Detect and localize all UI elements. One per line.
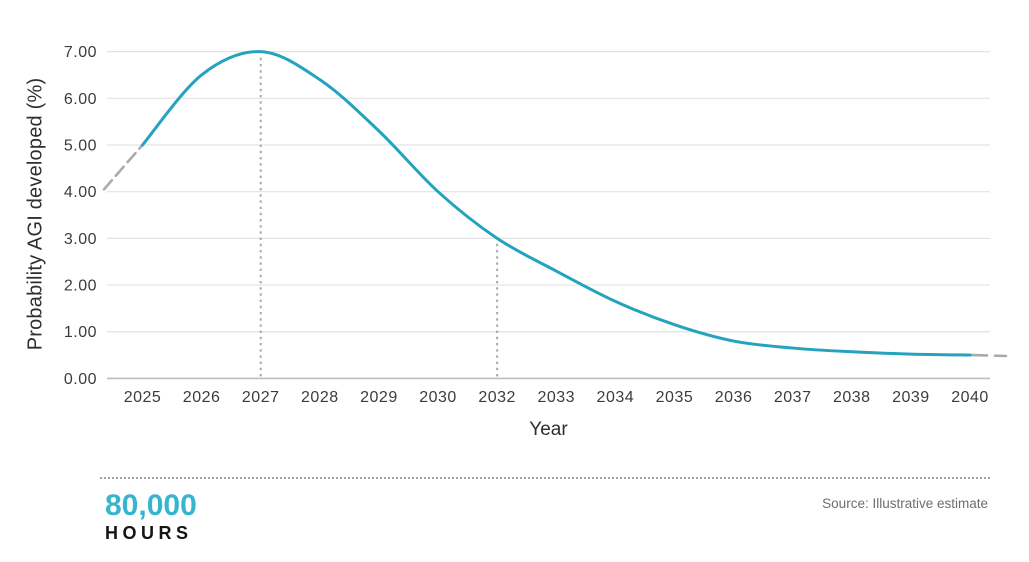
x-tick-label: 2034	[597, 389, 635, 406]
x-tick-label: 2030	[419, 389, 457, 406]
dashed-lead-in-segment	[102, 143, 144, 191]
logo-text-80000: 80,000	[105, 489, 197, 522]
y-tick-label: 0.00	[64, 371, 97, 388]
logo-text-hours: HOURS	[105, 523, 193, 543]
y-tick-label: 5.00	[64, 138, 97, 155]
x-tick-label: 2038	[833, 389, 871, 406]
x-tick-label: 2040	[951, 389, 989, 406]
x-tick-label: 2035	[656, 389, 694, 406]
x-tick-label: 2025	[124, 389, 162, 406]
x-tick-label: 2032	[478, 389, 516, 406]
x-tick-label: 2033	[537, 389, 575, 406]
y-tick-label: 7.00	[64, 44, 97, 61]
line-chart: 0.00 1.00 2.00 3.00 4.00 5.00 6.00 7.00 2025 2026…	[64, 44, 1008, 406]
footer: 80,000 HOURS Source: Illustrative estima…	[100, 477, 990, 559]
dashed-tail-segment	[970, 353, 1008, 358]
x-axis-title: Year	[529, 419, 568, 440]
y-tick-label: 4.00	[64, 184, 97, 201]
x-tick-label: 2028	[301, 389, 339, 406]
probability-curve	[141, 50, 972, 357]
y-axis-title: Probability AGI developed (%)	[24, 77, 47, 351]
chart-area: 0.00 1.00 2.00 3.00 4.00 5.00 6.00 7.00 2025 2026…	[24, 44, 1008, 440]
source-note: Source: Illustrative estimate	[822, 496, 988, 511]
eighty-thousand-hours-logo: 80,000 HOURS	[105, 489, 197, 543]
x-tick-label: 2026	[183, 389, 221, 406]
y-tick-label: 3.00	[64, 231, 97, 248]
y-tick-label: 6.00	[64, 91, 97, 108]
x-tick-label: 2027	[242, 389, 280, 406]
x-tick-label: 2039	[892, 389, 930, 406]
x-tick-label: 2036	[715, 389, 753, 406]
x-tick-label: 2037	[774, 389, 812, 406]
y-tick-label: 1.00	[64, 324, 97, 341]
x-tick-label: 2029	[360, 389, 398, 406]
y-tick-label: 2.00	[64, 278, 97, 295]
